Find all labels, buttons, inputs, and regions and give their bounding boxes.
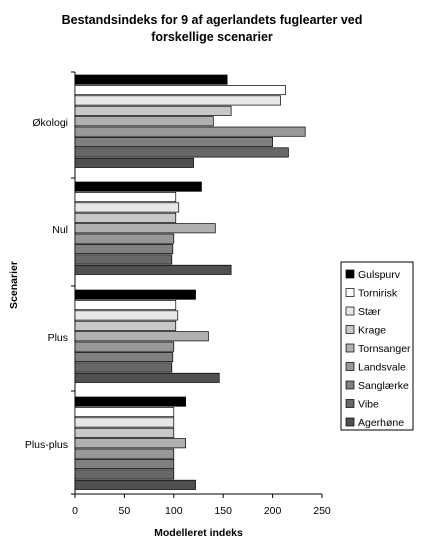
chart-title-line2: forskellige scenarier bbox=[151, 30, 273, 44]
legend-swatch-4 bbox=[345, 343, 355, 353]
legend-swatch-0 bbox=[345, 269, 355, 279]
legend-swatch-3 bbox=[345, 325, 355, 334]
bar-Plus-plus-Agerhøne bbox=[74, 479, 196, 490]
category-label-2: Plus bbox=[48, 332, 68, 344]
legend-swatch-7 bbox=[345, 399, 355, 408]
bar-Nul-Sanglærke bbox=[74, 244, 174, 255]
bar-Økologi-Tornsanger bbox=[74, 116, 214, 127]
bar-Økologi-Stær bbox=[74, 95, 281, 106]
legend-label-5: Landsvale bbox=[358, 362, 406, 374]
legend-swatch-5 bbox=[345, 362, 355, 371]
bar-Plus-plus-Tornirisk bbox=[74, 407, 175, 418]
bar-Plus-plus-Gulspurv bbox=[74, 396, 187, 407]
bar-Plus-plus-Tornsanger bbox=[74, 438, 187, 449]
bar-Plus-plus-Landsvale bbox=[74, 448, 175, 459]
legend-label-3: Krage bbox=[358, 325, 386, 337]
category-label-3: Plus-plus bbox=[25, 439, 68, 451]
legend-swatch-8 bbox=[345, 417, 355, 427]
bar-Plus-Vibe bbox=[74, 362, 173, 373]
bar-Nul-Landsvale bbox=[74, 233, 175, 244]
x-tick-label-100: 100 bbox=[165, 505, 183, 517]
x-tick-label-150: 150 bbox=[214, 505, 232, 517]
bar-Nul-Gulspurv bbox=[74, 181, 202, 192]
bar-Nul-Tornirisk bbox=[74, 192, 177, 203]
bar-Plus-Stær bbox=[74, 310, 179, 321]
x-tick-label-0: 0 bbox=[72, 505, 78, 517]
chart-title-line1: Bestandsindeks for 9 af agerlandets fugl… bbox=[61, 13, 363, 27]
legend-label-4: Tornsanger bbox=[358, 343, 411, 355]
bar-Plus-plus-Sanglærke bbox=[74, 459, 175, 470]
bar-Plus-Tornsanger bbox=[74, 331, 209, 342]
legend-swatch-2 bbox=[345, 306, 355, 316]
x-tick-label-250: 250 bbox=[313, 505, 331, 517]
bar-Plus-Landsvale bbox=[74, 341, 175, 352]
bar-Plus-Tornirisk bbox=[74, 300, 177, 311]
legend-label-2: Stær bbox=[358, 306, 381, 318]
x-tick-label-50: 50 bbox=[119, 505, 131, 517]
legend-swatch-6 bbox=[345, 380, 355, 390]
bar-Økologi-Krage bbox=[74, 105, 232, 116]
bar-Økologi-Agerhøne bbox=[74, 157, 194, 168]
x-tick-label-200: 200 bbox=[264, 505, 282, 517]
bar-Nul-Stær bbox=[74, 202, 180, 213]
y-axis-title: Scenarier bbox=[8, 261, 20, 309]
chart-title: Bestandsindeks for 9 af agerlandets fugl… bbox=[10, 12, 414, 46]
bar-Plus-Gulspurv bbox=[74, 289, 196, 300]
bar-Nul-Krage bbox=[74, 212, 177, 223]
category-label-0: Økologi bbox=[32, 117, 68, 129]
x-axis-title: Modelleret indeks bbox=[154, 527, 243, 539]
category-label-1: Nul bbox=[52, 224, 68, 236]
bar-Økologi-Sanglærke bbox=[74, 137, 273, 148]
bar-Nul-Vibe bbox=[74, 254, 173, 265]
legend-label-7: Vibe bbox=[358, 399, 379, 411]
bar-Plus-plus-Krage bbox=[74, 427, 175, 438]
bar-Plus-Sanglærke bbox=[74, 352, 174, 363]
bar-Nul-Tornsanger bbox=[74, 223, 216, 234]
bar-Plus-Agerhøne bbox=[74, 372, 220, 383]
legend-label-8: Agerhøne bbox=[358, 417, 404, 429]
legend-label-0: Gulspurv bbox=[358, 269, 401, 281]
bar-Plus-plus-Stær bbox=[74, 417, 175, 428]
bar-Plus-Krage bbox=[74, 320, 177, 331]
bar-Økologi-Vibe bbox=[74, 147, 289, 158]
bar-Økologi-Gulspurv bbox=[74, 74, 228, 85]
legend-label-6: Sanglærke bbox=[358, 380, 409, 392]
bar-Økologi-Tornirisk bbox=[74, 85, 286, 96]
legend-label-1: Tornirisk bbox=[358, 288, 398, 300]
bar-Økologi-Landsvale bbox=[74, 126, 306, 137]
bar-Nul-Agerhøne bbox=[74, 264, 232, 275]
bar-Plus-plus-Vibe bbox=[74, 469, 175, 480]
legend-swatch-1 bbox=[345, 288, 355, 297]
